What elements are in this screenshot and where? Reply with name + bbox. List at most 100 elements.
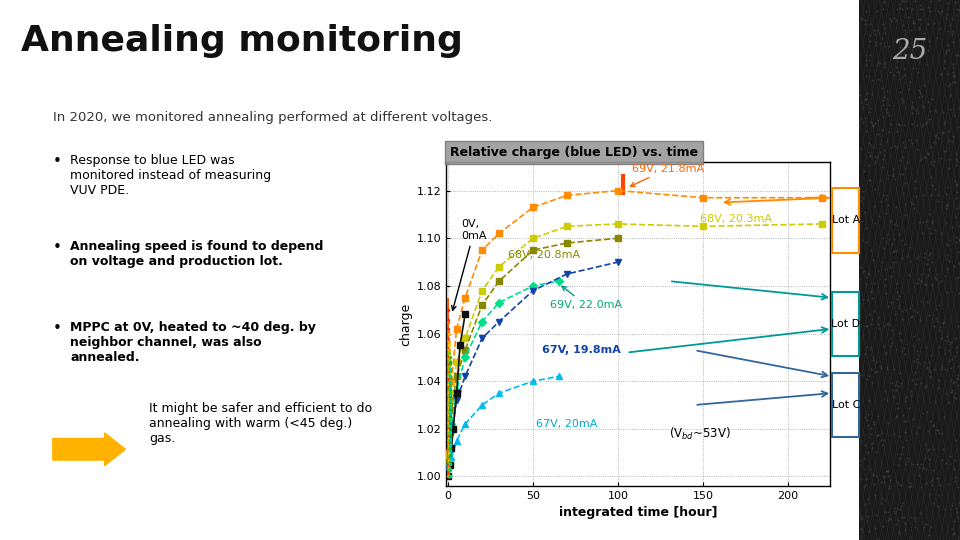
Point xyxy=(863,37,878,46)
Point xyxy=(862,161,877,170)
Point xyxy=(441,346,456,355)
Point xyxy=(934,228,949,237)
Point xyxy=(442,430,457,438)
Point xyxy=(870,320,885,329)
Point xyxy=(948,161,960,170)
Point xyxy=(948,504,960,512)
Point xyxy=(942,235,957,244)
Point xyxy=(928,130,944,139)
Point xyxy=(910,121,925,130)
Point xyxy=(876,92,892,101)
Point xyxy=(860,511,876,520)
Point xyxy=(861,138,876,147)
Point xyxy=(853,197,869,205)
Point xyxy=(917,49,932,58)
Point xyxy=(442,464,457,473)
Point xyxy=(865,76,880,84)
Point xyxy=(442,450,457,459)
Point xyxy=(927,185,943,193)
Text: 67V, 19.8mA: 67V, 19.8mA xyxy=(541,345,620,355)
Point xyxy=(894,5,909,14)
Point xyxy=(886,14,901,22)
Point xyxy=(859,342,875,351)
Point xyxy=(922,265,937,273)
Point xyxy=(881,514,897,522)
Point xyxy=(881,110,897,119)
Point xyxy=(933,70,948,78)
Point xyxy=(888,202,903,211)
Point xyxy=(883,215,899,224)
Point xyxy=(886,430,901,438)
Point xyxy=(926,138,942,146)
Point xyxy=(853,533,869,540)
Point xyxy=(924,143,939,151)
Point xyxy=(898,211,913,220)
Point xyxy=(866,120,881,129)
Point xyxy=(913,276,928,285)
Point xyxy=(905,104,921,112)
Point xyxy=(869,7,884,16)
Point xyxy=(940,82,955,90)
Point xyxy=(919,260,934,268)
Point xyxy=(443,425,458,434)
Point xyxy=(441,408,456,417)
Point xyxy=(854,528,870,537)
Point xyxy=(908,429,924,437)
Point xyxy=(874,364,889,373)
Point xyxy=(441,354,456,363)
Point xyxy=(890,460,905,469)
Point xyxy=(951,5,960,14)
Point xyxy=(906,306,922,314)
Point xyxy=(860,89,876,97)
Point xyxy=(926,364,942,373)
Point xyxy=(932,9,948,18)
Point xyxy=(941,398,956,407)
Point xyxy=(938,364,953,373)
Point xyxy=(949,204,960,212)
Point xyxy=(940,254,955,263)
Point xyxy=(898,350,913,359)
Point xyxy=(911,357,926,366)
Point xyxy=(865,378,880,387)
Point xyxy=(441,405,456,414)
Point xyxy=(938,190,953,198)
Point xyxy=(877,274,893,283)
Point xyxy=(925,420,941,429)
Point xyxy=(442,465,457,474)
Point xyxy=(909,56,924,64)
Point xyxy=(441,463,456,471)
Point xyxy=(939,200,954,209)
Point xyxy=(443,415,458,424)
Point xyxy=(865,470,880,478)
Point xyxy=(928,313,944,322)
Point xyxy=(941,257,956,266)
Point xyxy=(917,357,932,366)
Point xyxy=(441,413,456,422)
Point xyxy=(443,438,458,447)
Point xyxy=(903,390,919,399)
Point xyxy=(443,460,458,468)
Point xyxy=(442,421,457,430)
Point xyxy=(856,267,872,275)
Point xyxy=(441,430,456,438)
Point xyxy=(442,381,457,390)
Point xyxy=(862,345,877,353)
Point xyxy=(940,201,955,210)
Point xyxy=(891,516,906,524)
Point xyxy=(947,352,960,361)
Point xyxy=(911,462,926,471)
Point xyxy=(858,475,874,484)
Point xyxy=(861,372,876,381)
Point xyxy=(895,73,910,82)
Point xyxy=(906,332,922,341)
Point xyxy=(871,431,886,440)
Point xyxy=(443,405,458,414)
Text: 69V, 22.0mA: 69V, 22.0mA xyxy=(550,286,622,310)
Point xyxy=(922,224,937,232)
Point xyxy=(852,396,867,405)
Point xyxy=(909,279,924,287)
Point xyxy=(863,288,878,296)
Point xyxy=(858,6,874,15)
Point xyxy=(879,87,895,96)
Point xyxy=(441,315,456,324)
